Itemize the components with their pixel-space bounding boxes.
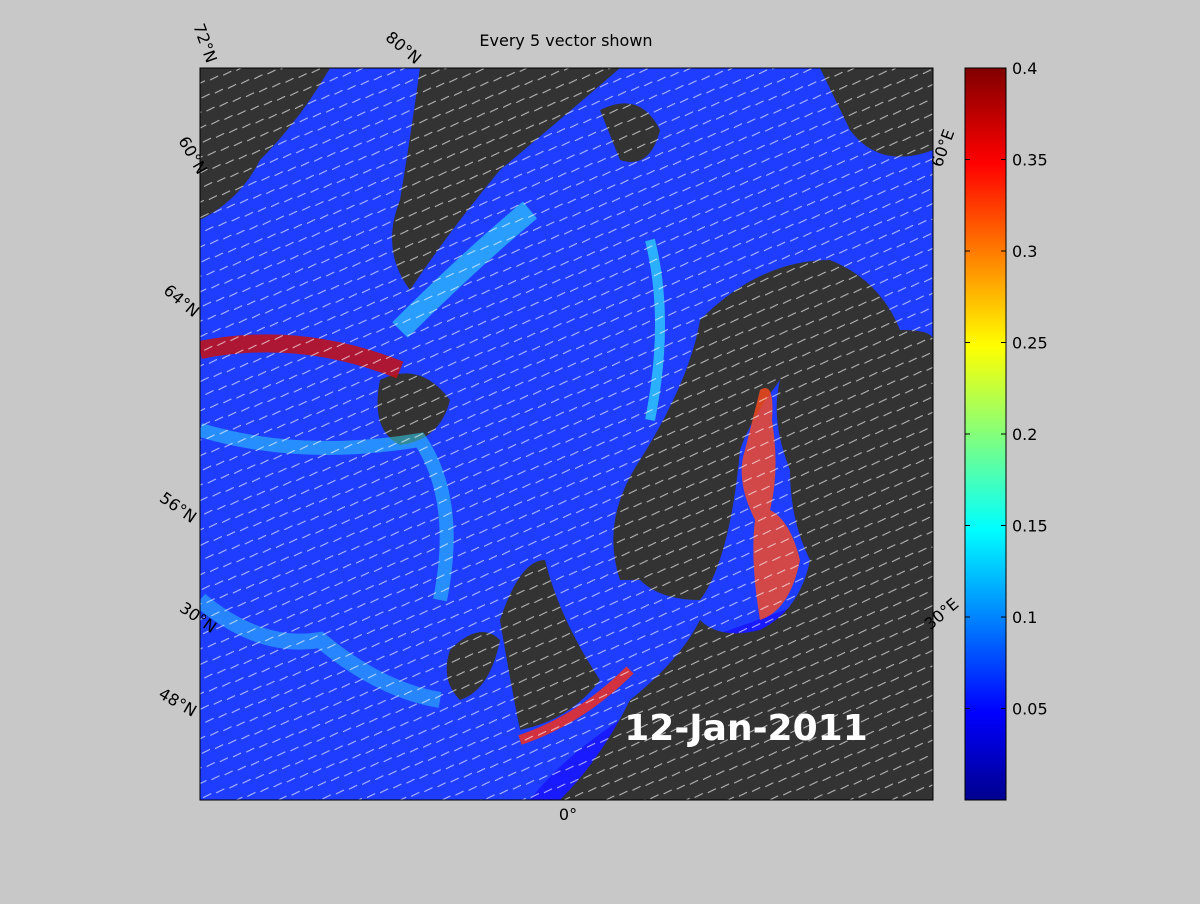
map — [200, 68, 933, 800]
graticule-label: 64°N — [160, 281, 203, 321]
graticule-label: 56°N — [156, 488, 200, 527]
date-label: 12-Jan-2011 — [624, 708, 868, 749]
colorbar-tick-label: 0.2 — [1012, 425, 1037, 444]
colorbar-tick-label: 0.1 — [1012, 608, 1037, 627]
colorbar-tick-label: 0.25 — [1012, 334, 1048, 353]
graticule-label: 72°N — [189, 21, 221, 65]
map-title: Every 5 vector shown — [479, 31, 652, 50]
colorbar-tick-label: 0.35 — [1012, 151, 1048, 170]
colorbar-axis: 0.05 0.1 0.15 0.2 0.25 0.3 0.35 0.4 — [965, 59, 1048, 719]
colorbar-tick-label: 0.15 — [1012, 517, 1048, 536]
colorbar-tick-label: 0.4 — [1012, 59, 1037, 78]
graticule-label: 80°N — [382, 28, 425, 68]
colorbar-tick-label: 0.05 — [1012, 700, 1048, 719]
colorbar-tick-label: 0.3 — [1012, 242, 1037, 261]
colorbar — [964, 67, 1007, 801]
graticule-label: 48°N — [156, 684, 200, 721]
map-frame — [199, 67, 934, 801]
graticule-label: 0° — [559, 805, 577, 824]
